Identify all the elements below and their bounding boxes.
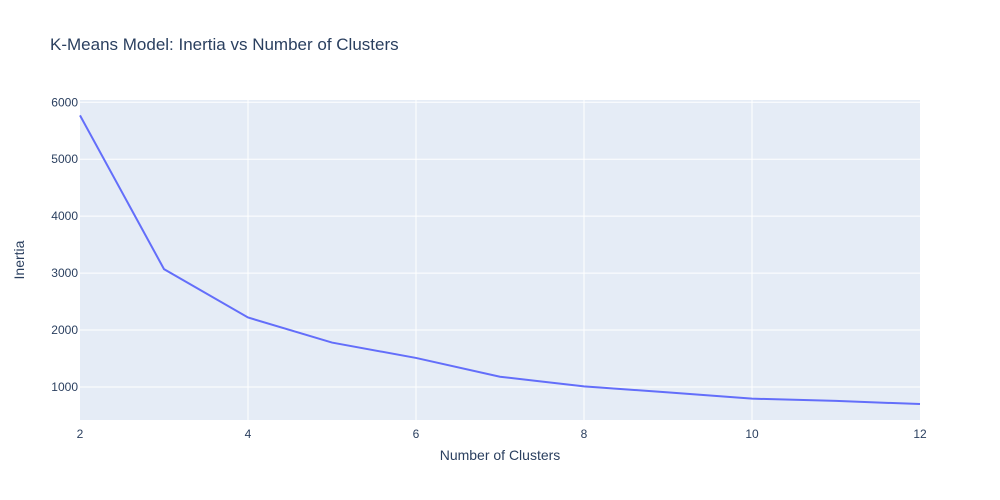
- x-gridlines: [247, 100, 753, 420]
- x-tick-label: 8: [581, 427, 588, 441]
- x-tick-label: 10: [745, 427, 759, 441]
- x-tick-label: 2: [77, 427, 84, 441]
- y-tick-label: 6000: [51, 95, 78, 109]
- x-tick-label: 12: [913, 427, 927, 441]
- series-line: [79, 114, 921, 406]
- y-tick-label: 1000: [51, 380, 78, 394]
- x-axis-title: Number of Clusters: [440, 447, 561, 463]
- y-tick-label: 2000: [51, 323, 78, 337]
- y-gridlines: [80, 101, 920, 388]
- chart-title: K-Means Model: Inertia vs Number of Clus…: [50, 35, 399, 54]
- plot-area: [80, 100, 920, 420]
- y-tick-labels: 1000 2000 3000 4000 5000 6000: [51, 95, 78, 394]
- x-tick-labels: 2 4 6 8 10 12: [77, 427, 927, 441]
- y-tick-label: 5000: [51, 152, 78, 166]
- y-tick-label: 4000: [51, 209, 78, 223]
- y-axis-title: Inertia: [11, 240, 27, 279]
- x-tick-label: 4: [245, 427, 252, 441]
- y-tick-label: 3000: [51, 266, 78, 280]
- x-tick-label: 6: [413, 427, 420, 441]
